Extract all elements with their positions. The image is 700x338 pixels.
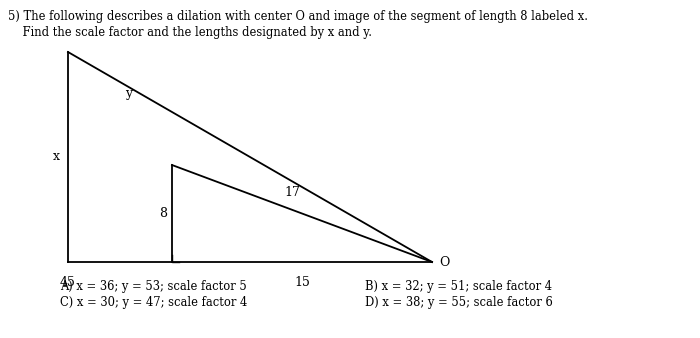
Text: B) x = 32; y = 51; scale factor 4: B) x = 32; y = 51; scale factor 4 (365, 280, 552, 293)
Text: O: O (439, 256, 449, 268)
Text: x: x (53, 150, 60, 164)
Text: 17: 17 (284, 186, 300, 198)
Text: D) x = 38; y = 55; scale factor 6: D) x = 38; y = 55; scale factor 6 (365, 296, 553, 309)
Text: 15: 15 (294, 276, 310, 289)
Text: 5) The following describes a dilation with center O and image of the segment of : 5) The following describes a dilation wi… (8, 10, 588, 23)
Text: A) x = 36; y = 53; scale factor 5: A) x = 36; y = 53; scale factor 5 (60, 280, 246, 293)
Text: y: y (125, 88, 132, 100)
Text: C) x = 30; y = 47; scale factor 4: C) x = 30; y = 47; scale factor 4 (60, 296, 247, 309)
Text: 8: 8 (159, 207, 167, 220)
Text: Find the scale factor and the lengths designated by x and y.: Find the scale factor and the lengths de… (8, 26, 372, 39)
Text: 45: 45 (60, 276, 76, 289)
